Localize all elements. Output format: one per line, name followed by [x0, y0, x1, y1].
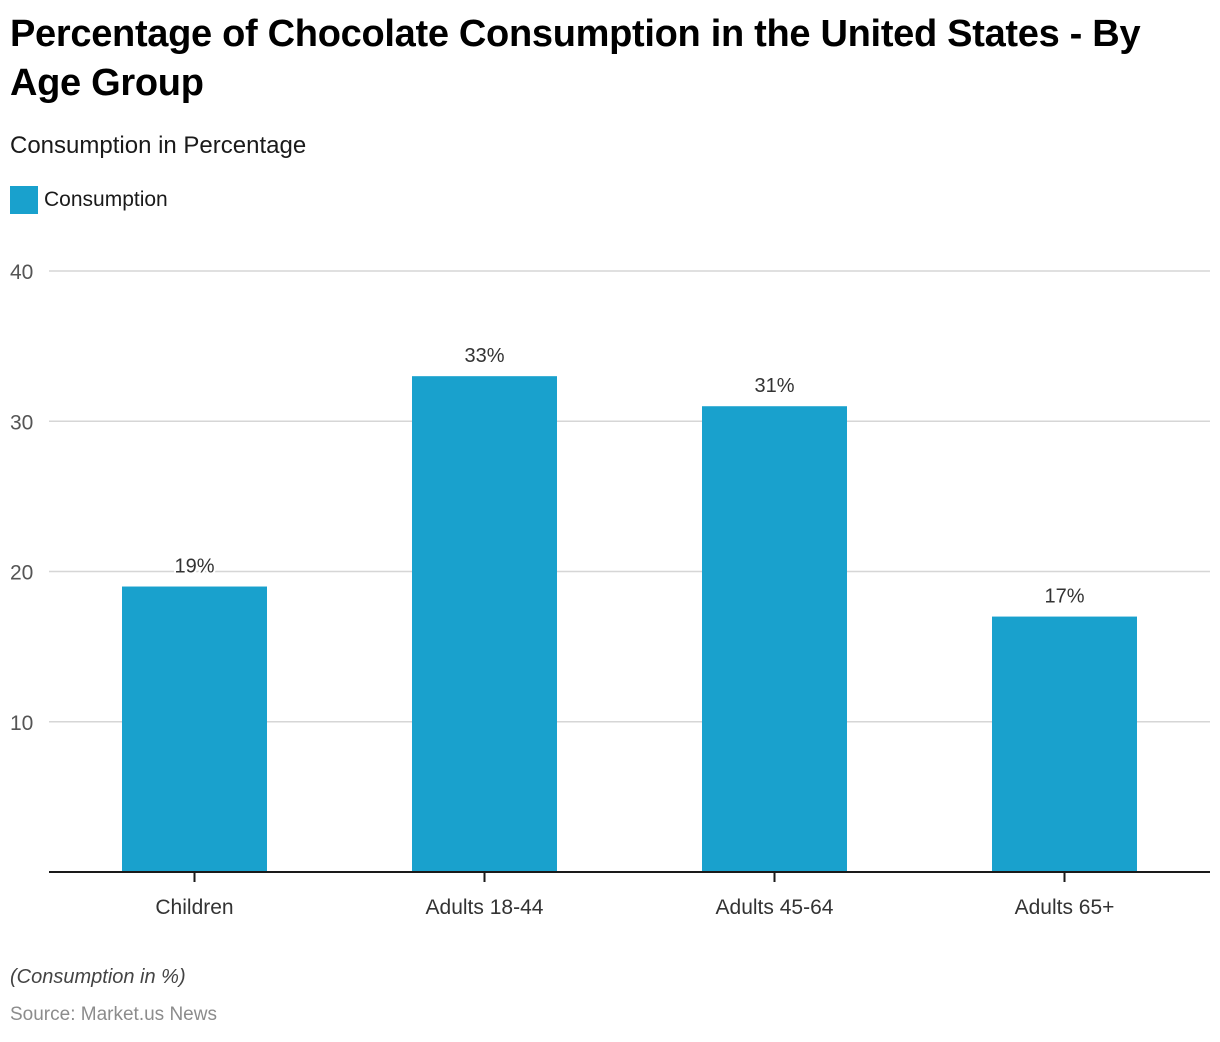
chart-source: Source: Market.us News — [10, 1004, 217, 1025]
bar — [122, 586, 267, 872]
data-label: 17% — [1044, 586, 1084, 608]
y-tick-label: 20 — [10, 562, 33, 585]
legend-swatch — [10, 186, 38, 214]
data-labels: 19% 33% 31% 17% — [172, 343, 1086, 609]
x-tick-label: Adults 18-44 — [426, 896, 544, 919]
bar — [702, 406, 847, 872]
data-label: 31% — [754, 375, 794, 397]
bar — [412, 376, 557, 872]
data-label: 33% — [464, 345, 504, 367]
x-tick-label: Adults 45-64 — [716, 896, 834, 919]
y-tick-label: 30 — [10, 411, 33, 434]
bars — [122, 376, 1137, 872]
chart-subtitle: Consumption in Percentage — [10, 132, 307, 159]
y-tick-label: 10 — [10, 712, 33, 735]
y-tick-label: 40 — [10, 261, 33, 284]
chart-title: Percentage of Chocolate Consumption in t… — [10, 13, 1141, 104]
x-axis: Children Adults 18-44 Adults 45-64 Adults 6… — [49, 871, 1210, 919]
bar — [992, 616, 1137, 872]
legend-label: Consumption — [44, 188, 168, 211]
y-axis-ticks: 10 20 30 40 — [10, 261, 33, 735]
data-label: 19% — [174, 556, 214, 578]
chart-note: (Consumption in %) — [10, 966, 186, 988]
legend: Consumption — [10, 186, 168, 214]
x-tick-label: Adults 65+ — [1015, 896, 1115, 919]
x-tick-label: Children — [155, 896, 233, 919]
